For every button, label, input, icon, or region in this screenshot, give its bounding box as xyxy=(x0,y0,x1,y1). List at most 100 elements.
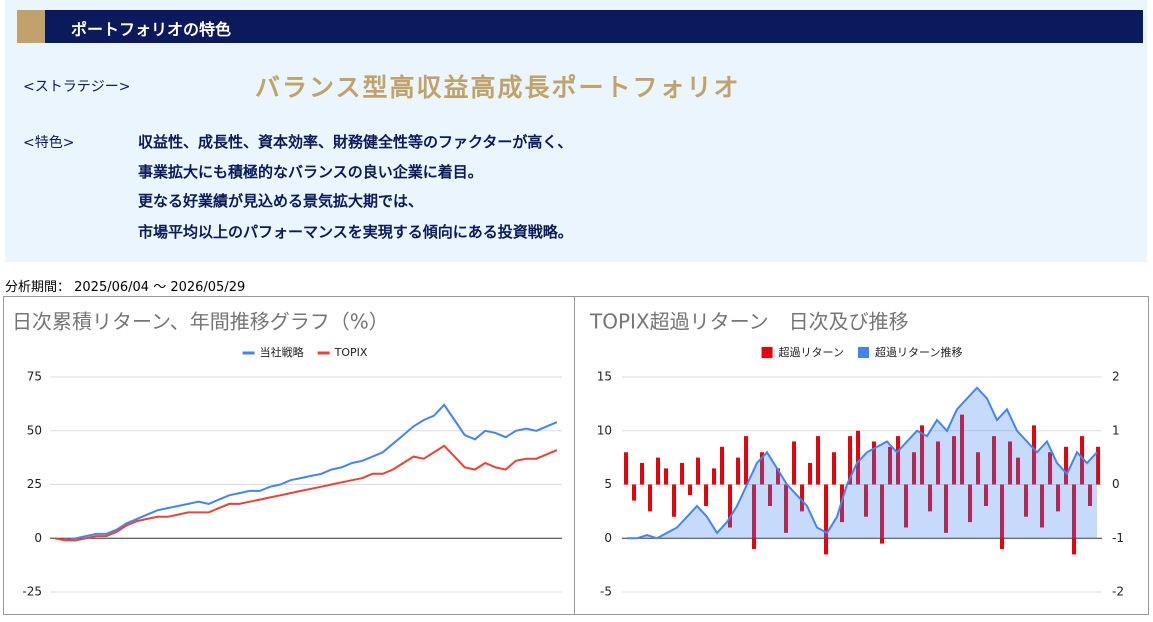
y2-tick-label: 2 xyxy=(1112,370,1120,384)
bar xyxy=(736,457,740,485)
bar xyxy=(656,457,660,485)
bar xyxy=(1096,446,1100,485)
y-tick-label: 15 xyxy=(597,370,612,384)
line xyxy=(54,403,558,542)
y2-tick-label: 1 xyxy=(1112,423,1120,437)
bar xyxy=(1024,484,1028,517)
bar xyxy=(632,484,636,501)
bar xyxy=(696,457,700,485)
accent xyxy=(17,10,45,43)
title-bar: ポートフォリオの特色 xyxy=(17,10,1143,43)
bar xyxy=(800,484,804,512)
bar xyxy=(944,484,948,533)
bar xyxy=(880,484,884,544)
bar xyxy=(640,463,644,485)
bar xyxy=(1016,457,1020,485)
strategy-label: <ストラテジー> xyxy=(23,79,131,95)
bar xyxy=(688,484,692,496)
legend: 当社戦略 TOPIX xyxy=(242,345,368,359)
line xyxy=(627,386,1098,540)
line xyxy=(54,444,558,542)
bar xyxy=(744,436,748,485)
bar xyxy=(968,484,972,523)
bar xyxy=(952,436,956,485)
bar xyxy=(928,484,932,512)
bar xyxy=(984,484,988,506)
bar xyxy=(1088,484,1092,506)
legend-label: TOPIX xyxy=(334,346,368,359)
bar xyxy=(720,446,724,485)
bar xyxy=(672,484,676,517)
feature-line: 収益性、成長性、資本効率、財務健全性等のファクターが高く、 xyxy=(138,133,573,151)
bar xyxy=(704,484,708,506)
bar xyxy=(712,468,716,485)
y-tick-label: 5 xyxy=(604,477,612,491)
bar xyxy=(896,436,900,485)
legend: 超過リターン 超過リターン推移 xyxy=(761,345,962,359)
y-tick-label: -25 xyxy=(22,585,42,599)
bar xyxy=(808,463,812,485)
legend-swatch xyxy=(858,347,869,358)
bar xyxy=(1056,484,1060,512)
bar xyxy=(976,452,980,485)
bar xyxy=(1064,446,1068,485)
bar xyxy=(864,484,868,517)
y-tick-label: 75 xyxy=(27,370,42,384)
bar xyxy=(848,436,852,485)
bar xyxy=(768,484,772,506)
period: 分析期間： 2025/06/04 ～ 2026/05/29 xyxy=(5,280,246,295)
bar xyxy=(992,436,996,485)
bar xyxy=(960,414,964,485)
bar xyxy=(784,484,788,533)
bar xyxy=(728,484,732,528)
strategy: バランス型高収益高成長ポートフォリオ xyxy=(255,73,741,102)
frame xyxy=(3,296,1149,615)
bar xyxy=(1032,425,1036,485)
bar xyxy=(760,452,764,485)
bar xyxy=(872,441,876,485)
y-tick-label: 50 xyxy=(27,423,42,437)
bar xyxy=(648,484,652,512)
bar xyxy=(920,425,924,485)
legend-label: 当社戦略 xyxy=(260,345,304,359)
bar xyxy=(816,436,820,485)
chart-title: 日次累積リターン、年間推移グラフ（%） xyxy=(12,310,389,334)
feature-line: 事業拡大にも積極的なバランスの良い企業に着目。 xyxy=(138,163,483,181)
bar xyxy=(1040,484,1044,528)
feature-panel: ポートフォリオの特色 <ストラテジー> バランス型高収益高成長ポートフォリオ <… xyxy=(5,0,1147,262)
panel-title: ポートフォリオの特色 xyxy=(71,20,232,39)
feature-label: <特色> xyxy=(23,135,75,151)
bar xyxy=(664,468,668,485)
bar xyxy=(832,452,836,485)
area xyxy=(627,387,1097,539)
y-tick-label: 25 xyxy=(27,477,42,491)
y2-tick-label: 0 xyxy=(1112,477,1120,491)
bar xyxy=(912,452,916,485)
y-tick-label: 0 xyxy=(34,531,42,545)
y2-tick-label: -1 xyxy=(1112,531,1124,545)
y-tick-label: 0 xyxy=(604,531,612,545)
y2-tick-label: -2 xyxy=(1112,585,1124,599)
bar xyxy=(680,463,684,485)
bar xyxy=(1072,484,1076,555)
legend-label: 超過リターン xyxy=(779,345,844,359)
bar xyxy=(1000,484,1004,549)
bar xyxy=(904,484,908,528)
bar xyxy=(1080,436,1084,485)
bar xyxy=(792,441,796,485)
bar xyxy=(936,441,940,485)
y-tick-label: -5 xyxy=(600,585,612,599)
bar xyxy=(1048,452,1052,485)
bar xyxy=(1008,441,1012,485)
bar xyxy=(856,430,860,485)
chart-title: TOPIX超過リターン 日次及び推移 xyxy=(589,310,909,334)
y-tick-label: 10 xyxy=(597,423,612,437)
bar xyxy=(888,446,892,485)
legend-swatch xyxy=(761,347,773,358)
bar xyxy=(624,452,628,485)
feature-line: 市場平均以上のパフォーマンスを実現する傾向にある投資戦略。 xyxy=(138,223,573,241)
legend-label: 超過リターン推移 xyxy=(875,345,962,359)
bar xyxy=(824,484,828,555)
